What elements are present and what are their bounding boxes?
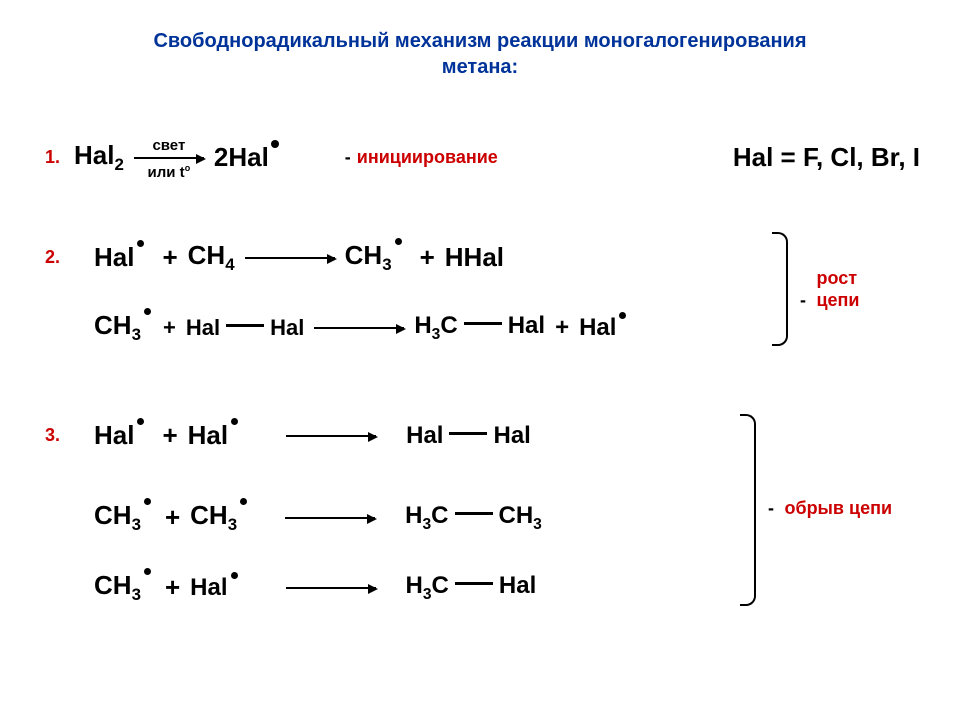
arrow-3a [286, 435, 376, 437]
arrow-3c [286, 587, 376, 589]
bracket-termination [740, 414, 756, 606]
arrow-label-light: свет [134, 137, 204, 154]
step-3-number: 3. [0, 425, 74, 446]
arrow-3b [285, 517, 375, 519]
stage-propagation: - ростцепи [800, 268, 859, 311]
hal-hal-2b-left: HalHal [186, 315, 305, 341]
plus-2b1: + [153, 315, 186, 341]
plus-2a1: + [152, 242, 187, 273]
title-line2: метана: [442, 56, 518, 78]
plus-2b2: + [545, 314, 579, 342]
bracket-propagation [772, 232, 788, 346]
ch4: CH4 [188, 240, 235, 275]
hal-radical-3c: Hal [190, 574, 227, 602]
hal-radical-3a2: Hal [188, 420, 228, 451]
hal-radical-2b: Hal [579, 314, 616, 342]
arrow-2a [245, 257, 335, 259]
ch3-radical-3c: CH3 [94, 570, 141, 605]
ch3-radical-3b1: CH3 [94, 500, 141, 535]
stage-termination: - обрыв цепи [768, 498, 892, 519]
ch3-radical-2b: CH3 [94, 310, 141, 345]
plus-2a2: + [410, 242, 445, 273]
plus-3a: + [152, 420, 187, 451]
title-line1: Свободнорадикальный механизм реакции мон… [153, 30, 806, 52]
h3c-hal-3c: H3CHal [406, 572, 537, 604]
two-hal-radical: 2Hal [214, 142, 269, 173]
stage-initiation: инициирование [357, 147, 498, 168]
ch3-radical-3b2: CH3 [190, 500, 237, 535]
plus-3c: + [155, 572, 190, 603]
step-1-number: 1. [0, 147, 74, 168]
hal-radical-3a1: Hal [94, 420, 134, 451]
arrow-initiation: свет или to [134, 157, 204, 159]
hal2: Hal2 [74, 140, 124, 175]
ch3-radical-2a: CH3 [345, 240, 392, 275]
hal-hal-3a: HalHal [406, 422, 531, 450]
dash-1: - [345, 147, 351, 168]
hal-definition: Hal = F, Cl, Br, I [733, 142, 920, 173]
arrow-label-heat: или to [134, 163, 204, 181]
h3c-hal-2b: H3CHal [414, 312, 545, 344]
arrow-2b [314, 327, 404, 329]
hhal: HHal [445, 242, 504, 273]
h3c-ch3: H3CCH3 [405, 502, 542, 534]
step-2-number: 2. [0, 247, 74, 268]
plus-3b: + [155, 502, 190, 533]
hal-radical-2a: Hal [94, 242, 134, 273]
